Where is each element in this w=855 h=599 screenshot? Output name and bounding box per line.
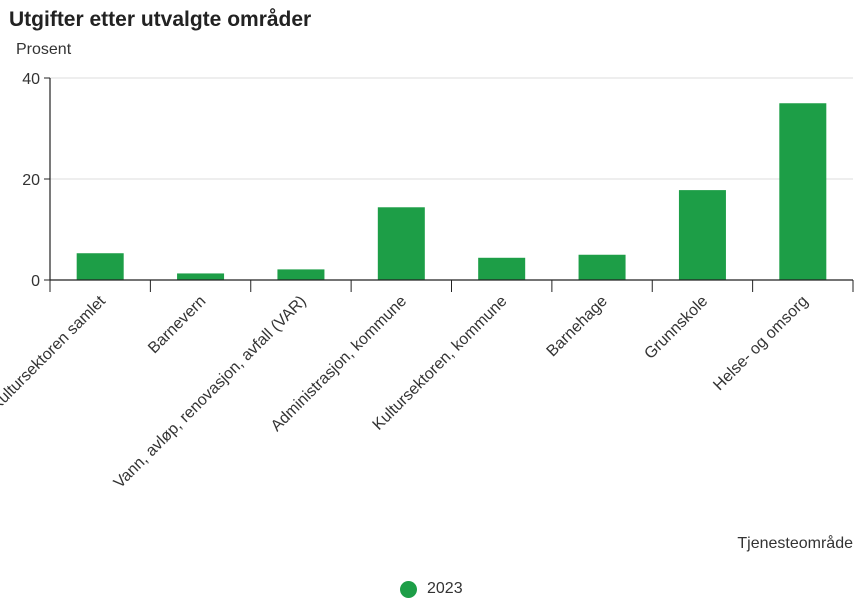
y-tick-label: 40 [22,71,40,88]
legend-swatch [400,580,417,598]
bar [478,257,526,280]
bar [578,254,626,280]
legend[interactable]: 2023 [400,580,463,598]
y-tick-label: 0 [31,273,40,290]
category-label: Barnehage [544,293,611,360]
bar [76,253,124,280]
bar [779,103,827,280]
x-axis-label: Tjenesteområde [737,535,853,552]
category-label: Kultursektoren samlet [0,292,109,414]
category-label: Barnevern [145,293,209,357]
legend-label: 2023 [427,580,463,597]
bar [377,207,425,280]
y-tick-label: 20 [22,172,40,189]
category-label: Helse- og omsorg [710,293,811,394]
bar [277,269,325,280]
category-label: Vann, avløp, renovasjon, avfall (VAR) [111,293,310,492]
y-axis-label: Prosent [16,41,72,58]
bar [678,190,726,280]
chart-title: Utgifter etter utvalgte områder [9,8,312,31]
category-label: Grunnskole [641,293,711,363]
bar [177,273,225,280]
